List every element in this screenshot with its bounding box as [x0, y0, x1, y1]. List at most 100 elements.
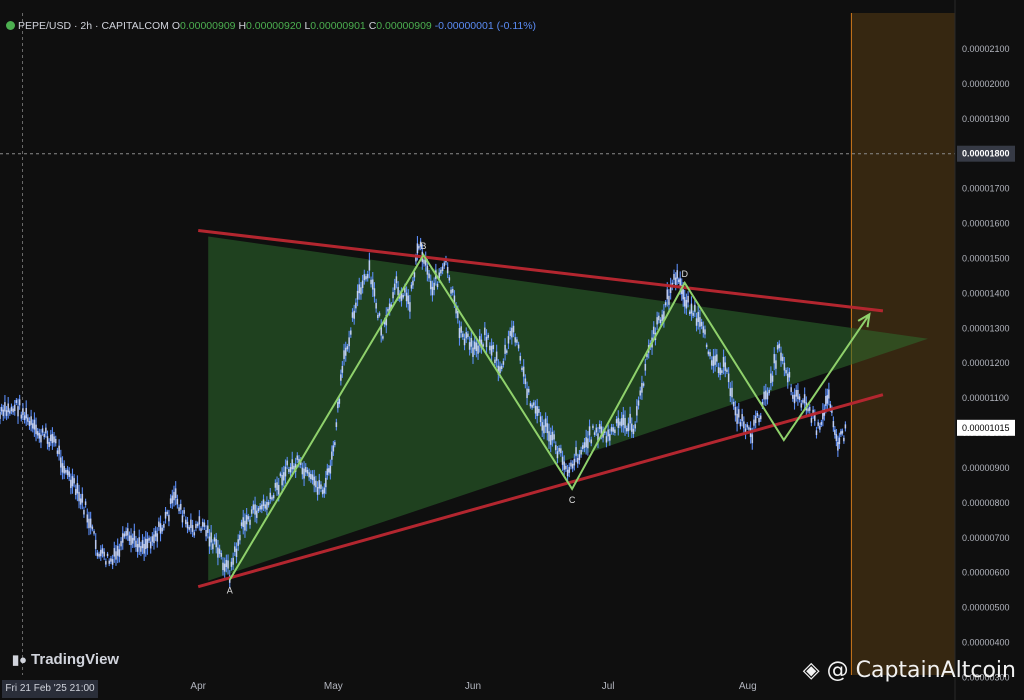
- change-value: -0.00000001 (-0.11%): [434, 20, 537, 32]
- candle-body: [800, 403, 803, 408]
- candle-body: [436, 283, 439, 288]
- candle-body: [743, 421, 745, 429]
- candle-body: [222, 562, 224, 571]
- candle-body: [4, 402, 6, 412]
- candle-body: [35, 424, 37, 435]
- candle-body: [337, 402, 339, 409]
- wave-path: [228, 253, 871, 581]
- tradingview-logo[interactable]: ▮● TradingView: [12, 651, 119, 668]
- candle-body: [164, 511, 167, 519]
- candle-body: [12, 408, 14, 413]
- candle-body: [215, 539, 218, 548]
- y-tick-label: 0.00001200: [962, 358, 1010, 368]
- candle-body: [666, 289, 669, 300]
- wave-point-label: A: [227, 586, 233, 596]
- candle-body: [413, 272, 416, 278]
- candle-body: [526, 388, 528, 399]
- candle-body: [78, 491, 80, 502]
- candle-body: [363, 274, 366, 281]
- candle-body: [719, 367, 721, 375]
- candle-body: [620, 418, 623, 427]
- candle-body: [785, 370, 787, 374]
- y-tick-label: 0.00001600: [962, 219, 1010, 229]
- candle-body: [835, 434, 838, 442]
- open-value: 0.00000909: [180, 20, 236, 32]
- candle-body: [770, 373, 772, 384]
- candle-body: [609, 433, 611, 441]
- candle-body: [622, 414, 625, 425]
- candle-body: [473, 341, 476, 350]
- candle-body: [203, 522, 206, 527]
- candle-body: [387, 308, 389, 312]
- candle-body: [450, 289, 452, 294]
- candle-body: [507, 336, 510, 344]
- candle-body: [301, 467, 304, 475]
- candle-body: [756, 412, 759, 416]
- candle-body: [737, 409, 740, 418]
- candle-body: [198, 516, 201, 525]
- candle-body: [492, 345, 495, 350]
- candle-body: [699, 317, 701, 327]
- candle-body: [632, 428, 635, 435]
- candle-body: [610, 427, 613, 432]
- candle-body: [174, 488, 177, 499]
- candle-body: [10, 406, 13, 412]
- candle-body: [49, 434, 52, 442]
- candle-body: [729, 388, 732, 397]
- candle-body: [695, 318, 698, 326]
- candle-body: [321, 489, 324, 495]
- candle-body: [38, 432, 41, 439]
- candle-body: [605, 436, 608, 443]
- candle-body: [402, 294, 404, 298]
- candle-body: [163, 524, 165, 528]
- candle-body: [646, 353, 648, 358]
- candle-body: [245, 514, 248, 525]
- candle-body: [264, 504, 267, 509]
- candle-body: [716, 354, 718, 362]
- candle-body: [482, 344, 484, 347]
- candle-body: [232, 557, 234, 565]
- y-tick-label: 0.00001900: [962, 114, 1010, 124]
- candle-body: [103, 551, 105, 557]
- candle-body: [370, 279, 372, 285]
- pepe-logo-icon: [6, 21, 15, 30]
- candle-body: [524, 378, 527, 385]
- candle-body: [218, 548, 221, 554]
- candle-body: [141, 540, 144, 549]
- candle-body: [332, 445, 335, 452]
- last-price-box: [957, 419, 1015, 436]
- candle-body: [360, 287, 362, 295]
- wave-arrowhead-icon: [857, 312, 871, 328]
- candle-body: [239, 534, 241, 541]
- candle-body: [2, 409, 5, 417]
- candle-body: [272, 495, 275, 499]
- candle-body: [500, 365, 503, 370]
- candle-body: [505, 350, 508, 353]
- candle-body: [641, 383, 643, 393]
- candle-body: [692, 312, 694, 316]
- candle-body: [446, 267, 449, 274]
- candle-body: [355, 302, 357, 309]
- candle-body: [581, 445, 584, 450]
- candle-body: [320, 484, 322, 489]
- candle-body: [705, 344, 708, 348]
- candle-body: [771, 375, 774, 382]
- candle-body: [619, 421, 621, 426]
- candle-body: [539, 416, 542, 423]
- candle-body: [732, 401, 735, 407]
- candle-body: [115, 551, 117, 560]
- candle-body: [828, 389, 830, 399]
- candle-body: [328, 468, 330, 473]
- candle-body: [463, 338, 466, 346]
- candle-body: [158, 521, 160, 527]
- candle-body: [125, 530, 127, 536]
- candle-body: [279, 473, 282, 476]
- candle-body: [313, 476, 316, 486]
- candle-body: [220, 553, 223, 557]
- y-tick-label: 0.00000500: [962, 603, 1010, 613]
- candle-body: [334, 442, 336, 446]
- candle-body: [558, 447, 560, 452]
- candle-body: [652, 326, 655, 335]
- candle-body: [13, 404, 16, 412]
